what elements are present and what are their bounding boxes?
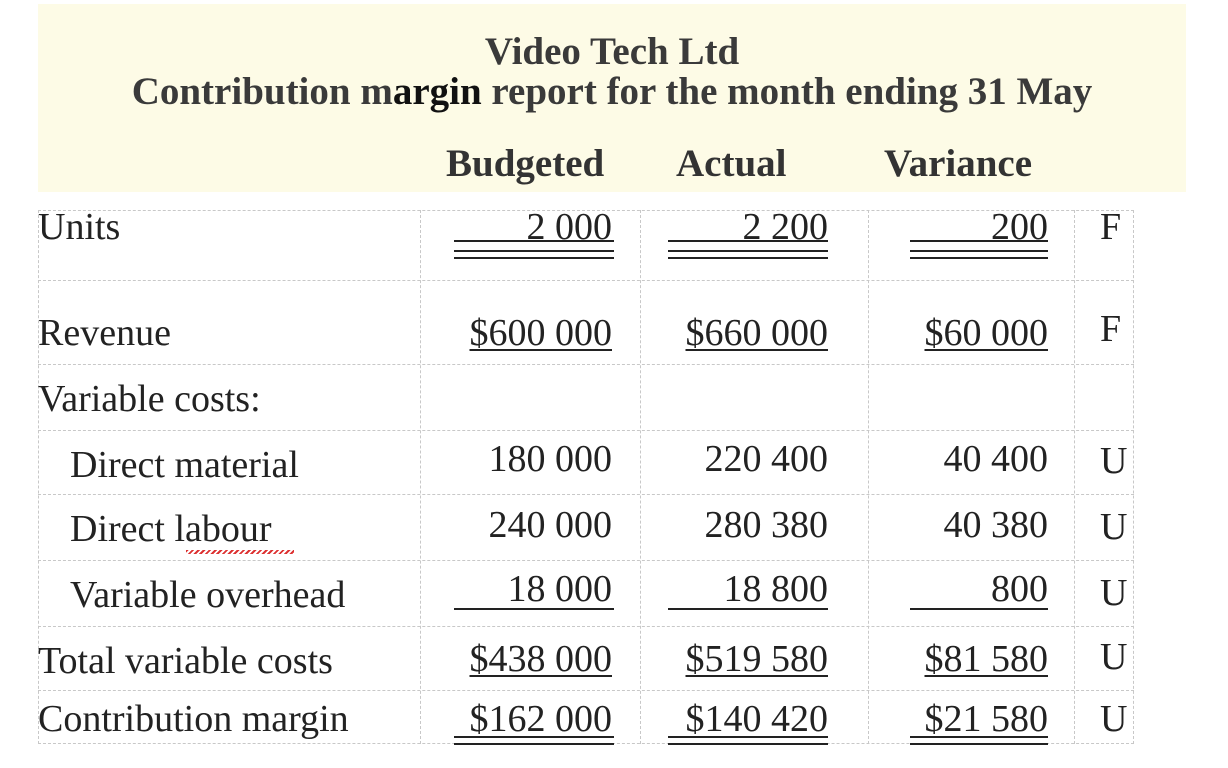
total-variable-costs-budgeted: $438 000 [469, 638, 613, 680]
row-label-direct-labour: Direct labour [70, 508, 272, 550]
double-rule [910, 736, 1048, 745]
variable-overhead-actual: 18 800 [723, 568, 829, 610]
variable-overhead-variance: 800 [991, 568, 1048, 610]
subtotal-rule [910, 608, 1048, 610]
grid-line [420, 210, 421, 744]
grid-line [640, 210, 641, 744]
direct-labour-actual: 280 380 [704, 504, 829, 546]
contribution-margin-variance: $21 580 [924, 698, 1049, 740]
double-rule [910, 250, 1048, 259]
subtitle-part-b: argin [392, 70, 482, 113]
contribution-margin-budgeted: $162 000 [469, 698, 613, 740]
report-header: Video Tech Ltd Contribution margin repor… [38, 4, 1186, 192]
units-flag: F [1100, 206, 1122, 248]
total-variable-costs-variance: $81 580 [924, 638, 1049, 680]
grid-line [1133, 210, 1134, 744]
units-rule [454, 240, 614, 242]
spellcheck-underline [186, 550, 294, 554]
total-variable-costs-actual: $519 580 [685, 638, 829, 680]
grid-line [38, 690, 1134, 691]
company-name: Video Tech Ltd [484, 30, 740, 73]
row-label-units: Units [38, 206, 121, 248]
contribution-margin-actual: $140 420 [685, 698, 829, 740]
row-label-total-variable-costs: Total variable costs [38, 640, 333, 682]
direct-labour-variance: 40 380 [943, 504, 1049, 546]
revenue-actual: $660 000 [685, 312, 829, 354]
total-variable-costs-flag: U [1100, 636, 1128, 678]
direct-labour-budgeted: 240 000 [488, 504, 613, 546]
double-rule [668, 736, 828, 745]
revenue-flag: F [1100, 308, 1122, 350]
revenue-variance: $60 000 [924, 312, 1049, 354]
grid-line [1074, 210, 1075, 744]
col-header-actual: Actual [676, 142, 787, 185]
grid-line [38, 560, 1134, 561]
units-rule [668, 240, 828, 242]
subtotal-rule [668, 608, 828, 610]
double-rule [454, 736, 614, 745]
double-rule [454, 250, 614, 259]
grid-line [38, 280, 1134, 281]
row-label-direct-material: Direct material [70, 444, 299, 486]
col-header-budgeted: Budgeted [446, 142, 605, 185]
variable-overhead-flag: U [1100, 572, 1128, 614]
row-label-contribution-margin: Contribution margin [38, 698, 349, 740]
direct-material-flag: U [1100, 440, 1128, 482]
col-header-variance: Variance [884, 142, 1033, 185]
contribution-margin-flag: U [1100, 698, 1128, 740]
revenue-budgeted: $600 000 [469, 312, 613, 354]
direct-material-actual: 220 400 [704, 438, 829, 480]
grid-line [38, 210, 1134, 211]
subtitle-part-a: Contribution m [131, 70, 393, 113]
report-subtitle: Contribution margin report for the month… [38, 70, 1186, 114]
direct-material-variance: 40 400 [943, 438, 1049, 480]
grid-line [38, 430, 1134, 431]
report-table: Units 2 000 2 200 200 F Revenue $600 000… [38, 206, 1134, 745]
row-label-revenue: Revenue [38, 312, 171, 354]
subtotal-rule [454, 608, 614, 610]
direct-labour-flag: U [1100, 506, 1128, 548]
direct-material-budgeted: 180 000 [488, 438, 613, 480]
row-label-variable-costs: Variable costs: [38, 378, 261, 420]
double-rule [668, 250, 828, 259]
grid-line [38, 626, 1134, 627]
grid-line [38, 364, 1134, 365]
grid-line [38, 210, 39, 744]
units-rule [910, 240, 1048, 242]
subtitle-part-c: report for the month ending 31 May [481, 70, 1093, 113]
row-label-variable-overhead: Variable overhead [70, 574, 346, 616]
grid-line [868, 210, 869, 744]
variable-overhead-budgeted: 18 000 [507, 568, 613, 610]
grid-line [38, 494, 1134, 495]
